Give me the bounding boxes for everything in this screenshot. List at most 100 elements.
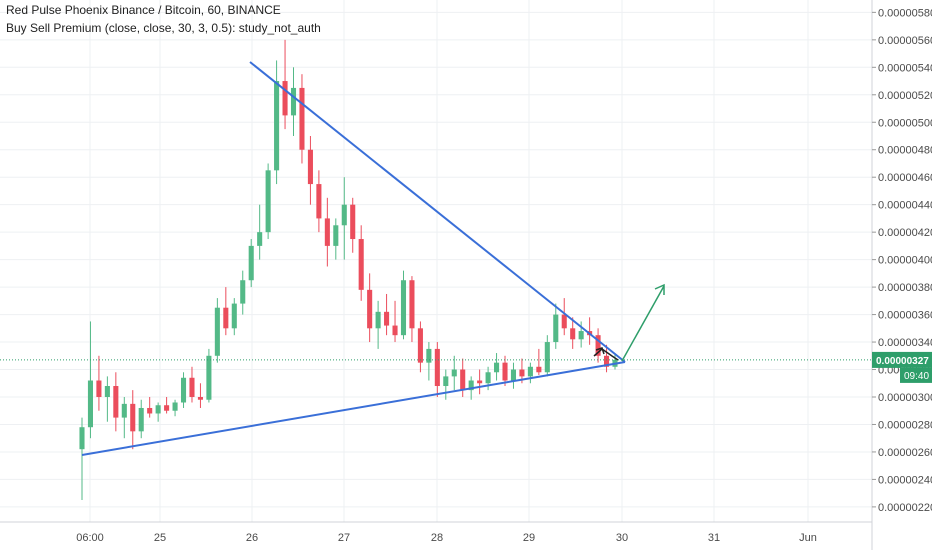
axis-labels: 0.00000220 0.00000240 0.00000260 0.00000280… <box>76 7 932 544</box>
candle-body <box>443 376 449 387</box>
x-tick-label: Jun <box>799 532 817 544</box>
x-tick-label: 26 <box>246 532 258 544</box>
last-price-label: 0.00000327 <box>876 356 929 367</box>
candle-body <box>578 331 584 340</box>
candle-body <box>350 204 356 240</box>
candle-body <box>494 362 500 373</box>
candle-body <box>400 280 407 336</box>
y-tick-label: 0.00000440 <box>878 200 932 212</box>
y-tick-label: 0.00000500 <box>878 117 932 129</box>
candles <box>79 39 618 501</box>
candle-body <box>324 218 330 246</box>
candle-body <box>409 280 415 329</box>
candle-body <box>426 348 432 363</box>
trend-line-lower <box>81 361 626 456</box>
arrow-head <box>654 283 665 295</box>
candle-body <box>299 87 305 150</box>
candle-body <box>477 380 483 384</box>
candle-body <box>240 280 246 304</box>
candle-body <box>189 377 195 397</box>
candle-body <box>147 407 153 414</box>
candle-body <box>113 386 119 418</box>
candle-body <box>536 366 542 373</box>
candle-body <box>274 81 280 171</box>
x-tick-label: 30 <box>616 532 628 544</box>
path-arrow <box>593 348 619 361</box>
y-tick-label: 0.00000580 <box>878 7 932 19</box>
trend-line-upper <box>249 61 626 363</box>
candle-body <box>231 303 237 329</box>
candle-body <box>468 380 474 391</box>
indicator-label: Buy Sell Premium (close, close, 30, 3, 0… <box>6 21 321 35</box>
y-tick-label: 0.00000540 <box>878 62 932 74</box>
candle-body <box>290 87 297 116</box>
candle-body <box>180 377 187 403</box>
candle-body <box>527 366 533 377</box>
candle-body <box>96 380 102 397</box>
candle-body <box>197 396 203 400</box>
candle-body <box>604 355 610 367</box>
candle-body <box>282 81 288 116</box>
candle-body <box>561 314 567 329</box>
y-tick-label: 0.00000400 <box>878 255 932 267</box>
candle-body <box>121 403 127 418</box>
y-tick-label: 0.00000420 <box>878 227 932 239</box>
candle-body <box>553 314 559 343</box>
candle-body <box>172 402 178 411</box>
candle-body <box>265 170 271 233</box>
candle-body <box>544 342 550 373</box>
arrow-head <box>595 347 605 355</box>
candle-body <box>155 405 161 414</box>
y-tick-label: 0.00000340 <box>878 337 932 349</box>
last-price-box <box>872 351 932 368</box>
candle-body <box>417 328 423 363</box>
candle-body <box>502 362 508 381</box>
x-tick-label: 25 <box>154 532 166 544</box>
candle-body <box>570 328 576 340</box>
candle-body <box>333 225 339 246</box>
x-tick-label: 06:00 <box>76 532 104 544</box>
candle-body <box>130 403 136 432</box>
x-tick-label: 27 <box>338 532 350 544</box>
y-tick-label: 0.00000280 <box>878 419 932 431</box>
countdown-label: 09:40 <box>904 371 929 382</box>
breakout-arrow <box>621 285 665 362</box>
y-tick-label: 0.00000560 <box>878 35 932 47</box>
y-tick-label: 0.00000240 <box>878 474 932 486</box>
y-tick-label: 0.00000260 <box>878 447 932 459</box>
y-tick-label: 0.00000360 <box>878 310 932 322</box>
candle-body <box>164 405 170 411</box>
candle-body <box>214 307 220 356</box>
candle-body <box>206 355 212 400</box>
candle-body <box>375 311 381 329</box>
candle-body <box>316 184 322 219</box>
candle-body <box>358 239 364 290</box>
candle-body <box>248 245 254 281</box>
candle-body <box>79 427 85 450</box>
candle-body <box>257 232 263 246</box>
grid <box>0 0 872 522</box>
y-tick-label: 0.00000520 <box>878 90 932 102</box>
x-tick-label: 28 <box>431 532 443 544</box>
candle-body <box>87 380 93 428</box>
candle-body <box>384 311 390 326</box>
candle-body <box>138 407 144 432</box>
x-tick-label: 29 <box>523 532 535 544</box>
price-axis <box>872 0 932 550</box>
candle-body <box>367 289 373 329</box>
candle-body <box>307 149 313 185</box>
candle-body <box>510 369 517 381</box>
y-tick-label: 0.00000480 <box>878 145 932 157</box>
candle-body <box>451 369 457 377</box>
y-tick-label: 0.00000220 <box>878 502 932 514</box>
y-tick-label: 0.00000300 <box>878 392 932 404</box>
candle-body <box>104 386 110 397</box>
y-tick-label: 0.00000380 <box>878 282 932 294</box>
x-tick-label: 31 <box>708 532 720 544</box>
chart-title: Red Pulse Phoenix Binance / Bitcoin, 60,… <box>6 3 281 17</box>
candle-body <box>595 335 601 356</box>
candle-body <box>392 325 398 336</box>
